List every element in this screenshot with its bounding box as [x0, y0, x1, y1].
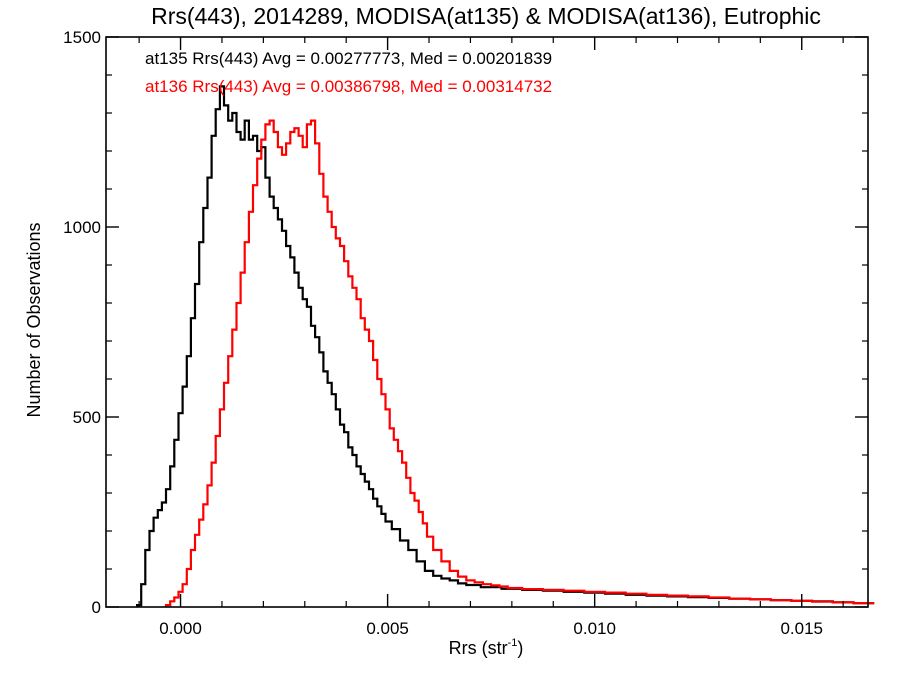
y-axis-title: Number of Observations — [24, 222, 44, 417]
x-axis-title-close: ) — [517, 638, 523, 658]
y-tick-label: 0 — [92, 598, 101, 617]
series-at136 — [164, 119, 875, 607]
x-tick-label: 0.010 — [573, 619, 616, 638]
y-tick-label: 1500 — [63, 28, 101, 47]
x-tick-label: 0.015 — [780, 619, 823, 638]
plot-frame — [105, 36, 869, 608]
legend-at135: at135 Rrs(443) Avg = 0.00277773, Med = 0… — [145, 49, 552, 68]
x-axis-title: Rrs (str-1) — [449, 637, 524, 658]
chart-title: Rrs(443), 2014289, MODISA(at135) & MODIS… — [151, 3, 821, 29]
x-axis: 0.000 0.005 0.010 0.015 — [138, 37, 844, 638]
y-axis: 0 500 1000 1500 — [63, 28, 868, 617]
series-layer — [136, 85, 875, 607]
legend-at136: at136 Rrs(443) Avg = 0.00386798, Med = 0… — [145, 77, 552, 96]
series-line-at136 — [164, 119, 875, 607]
y-tick-label: 1000 — [63, 218, 101, 237]
x-axis-title-main: Rrs (str — [449, 638, 508, 658]
y-tick-label: 500 — [73, 408, 101, 427]
x-axis-title-superscript: -1 — [508, 637, 518, 649]
x-tick-label: 0.005 — [366, 619, 409, 638]
x-tick-label: 0.000 — [159, 619, 202, 638]
